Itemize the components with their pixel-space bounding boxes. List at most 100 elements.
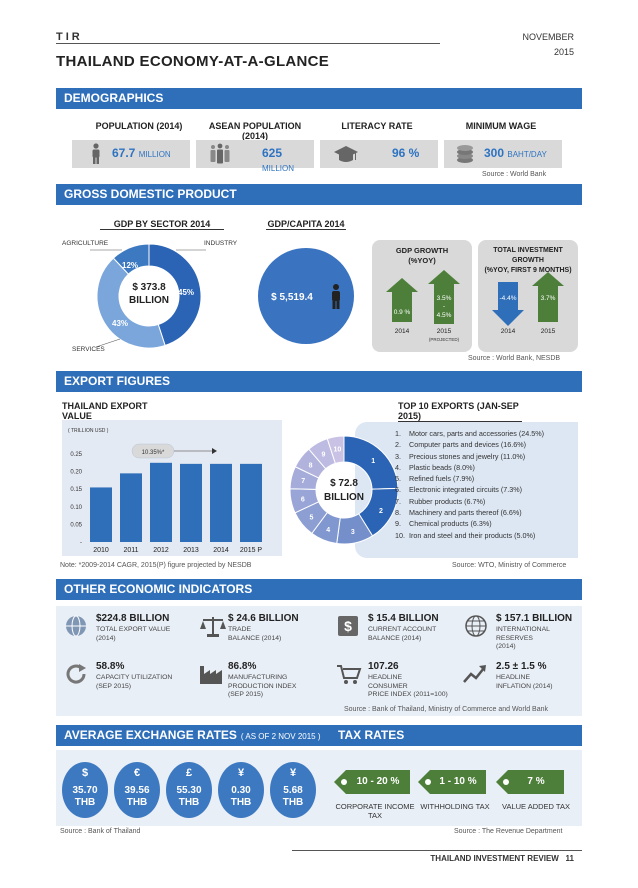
group-icon — [210, 143, 230, 164]
cagr-label: 10.35%* — [142, 450, 165, 456]
gdp-center-value: $ 373.8 — [132, 282, 166, 293]
top-export-label: Computer parts and devices (16.6%) — [409, 440, 527, 450]
demographics-heading-bar: DEMOGRAPHICS — [56, 88, 582, 109]
gdp-2015-up-arrow — [428, 270, 460, 324]
investment-2014-value: -4.4% — [500, 295, 517, 302]
indicator-capacity: 58.8% CAPACITY UTILIZATION (SEP 2015) — [96, 661, 192, 691]
indicator-desc: TOTAL EXPORT VALUE — [96, 626, 171, 633]
currency-unit: THB — [178, 797, 200, 808]
investment-growth-arrows: -4.4% 3.7% 2014 2015 — [492, 272, 564, 335]
indicator-desc: (SEP 2015) — [228, 691, 264, 698]
export-slice-label: 2 — [379, 508, 383, 515]
top-export-rank: 2. — [395, 440, 401, 450]
indicator-desc: INFLATION (2014) — [496, 682, 553, 690]
gdp-2014-value: 0.9 % — [394, 309, 411, 316]
indicator-cpi: 107.26 HEADLINE CONSUMER PRICE INDEX (2011… — [368, 661, 468, 700]
tax-rate: 7 % — [527, 776, 545, 787]
x-tick-label: 2014 — [213, 547, 229, 554]
investment-2015-up-arrow — [532, 272, 564, 322]
y-tick-label: 0.10 — [70, 505, 82, 511]
indicator-value: 86.8% — [228, 661, 257, 672]
investment-year-2014: 2014 — [501, 328, 516, 335]
page-title: THAILAND ECONOMY-AT-A-GLANCE — [56, 53, 330, 70]
currency-unit: THB — [74, 797, 96, 808]
cagr-arrow-head — [212, 448, 217, 454]
export-bar-2014 — [210, 463, 232, 542]
export-source: Source: WTO, Ministry of Commerce — [452, 562, 567, 569]
coin-gbp: £55.30 THB — [166, 762, 212, 818]
top-exports-center-unit: BILLION — [324, 492, 364, 503]
indicator-desc: BALANCE (2014) — [228, 634, 282, 642]
indicator-reserves: $ 157.1 BILLION INTERNATIONAL RESERVES (20… — [496, 613, 580, 652]
asean-population-value: 625 — [262, 146, 283, 160]
gdp-source: Source : World Bank, NESDB — [468, 355, 561, 362]
export-slice-label: 7 — [301, 478, 305, 485]
top-export-item: 9. Chemical products (6.3%) — [395, 518, 544, 529]
export-note: Note: *2009-2014 CAGR, 2015(P) figure pr… — [60, 562, 252, 569]
issue-year: 2015 — [553, 47, 574, 57]
gdp-2014-up-arrow — [386, 278, 418, 322]
label-industry: INDUSTRY — [204, 240, 238, 247]
top-export-item: 5. Refined fuels (7.9%) — [395, 473, 544, 484]
indicator-desc: HEADLINE — [496, 674, 530, 681]
top-exports-title: TOP 10 EXPORTS (JAN-SEP 2015) — [398, 401, 522, 422]
gdp-heading-bar: GROSS DOMESTIC PRODUCT — [56, 184, 582, 205]
top-export-rank: 4. — [395, 462, 401, 472]
indicator-value: $ 15.4 BILLION — [368, 613, 439, 624]
label-agriculture: AGRICULTURE — [62, 240, 109, 247]
currency-rate: 5.68 — [283, 785, 303, 796]
gdp-capita-title: GDP/CAPITA 2014 — [266, 219, 346, 230]
gdp-growth-subtitle: (%YOY) — [408, 256, 436, 265]
minimum-wage-caption: MINIMUM WAGE — [465, 121, 537, 131]
slice-label-services: 43% — [112, 319, 128, 328]
gdp-growth-title: GDP GROWTH — [395, 246, 449, 255]
trend-up-icon — [463, 665, 486, 683]
tax-tag-withholding: 1 - 10 % — [418, 770, 486, 794]
top-export-label: Refined fuels (7.9%) — [409, 474, 475, 484]
top-export-label: Rubber products (6.7%) — [409, 496, 486, 506]
minimum-wage-unit: BAHT/DAY — [507, 150, 547, 159]
indicator-desc: (2014) — [496, 643, 516, 650]
gdp-center-unit: BILLION — [129, 295, 169, 306]
top-exports-list: 1. Motor cars, parts and accessories (24.… — [395, 428, 544, 541]
export-slice-label: 9 — [321, 451, 325, 458]
export-bar-2011 — [120, 473, 142, 542]
top-export-item: 10. Iron and steel and their products (5.… — [395, 530, 544, 541]
asean-population-caption: ASEAN POPULATION (2014) — [208, 121, 302, 141]
globe-icon — [66, 615, 86, 637]
gdp-sector-slices — [96, 243, 202, 349]
export-bar-2015p — [240, 463, 262, 542]
export-slice-label: 6 — [301, 497, 305, 504]
indicator-value: $ 24.6 BILLION — [228, 613, 299, 624]
coins-icon — [457, 145, 473, 163]
export-slice-label: 5 — [309, 515, 313, 522]
top-export-label: Iron and steel and their products (5.0%) — [409, 530, 536, 540]
slice-services — [96, 257, 166, 349]
asean-population-box: 625 MILLION — [196, 140, 314, 173]
gdp-sector-donut: 45% 43% 12% $ 373.8 BILLION AGRICULTURE … — [62, 240, 238, 353]
top-export-rank: 5. — [395, 474, 401, 484]
dollar-icon: $ — [338, 616, 358, 636]
tax-label-corporate: CORPORATE INCOME TAX — [335, 802, 415, 820]
indicator-value: 2.5 ± 1.5 % — [496, 661, 547, 672]
indicator-manufacturing: 86.8% MANUFACTURING PRODUCTION INDEX (SEP … — [228, 661, 324, 700]
slice-label-industry: 45% — [178, 288, 194, 297]
gdp-capita-value: $ 5,519.4 — [271, 292, 313, 303]
top-export-item: 4. Plastic beads (8.0%) — [395, 462, 544, 473]
footer: THAILAND INVESTMENT REVIEW 11 — [430, 854, 574, 863]
export-slice-label: 8 — [309, 462, 313, 469]
indicator-desc: BALANCE (2014) — [368, 634, 422, 642]
top-export-item: 7. Rubber products (6.7%) — [395, 496, 544, 507]
footer-title: THAILAND INVESTMENT REVIEW — [430, 854, 559, 863]
currency-unit: THB — [230, 797, 252, 808]
top-export-label: Chemical products (6.3%) — [409, 519, 492, 529]
x-tick-label: 2012 — [153, 547, 169, 554]
top-export-rank: 1. — [395, 429, 401, 438]
coin-usd: $35.70 THB — [62, 762, 108, 818]
logo: TIR — [56, 31, 83, 43]
gdp-projected-note: (PROJECTED) — [429, 337, 460, 342]
tax-label-withholding: WITHHOLDING TAX — [420, 802, 490, 811]
footer-rule — [292, 850, 582, 851]
top-export-item: 3. Precious stones and jewelry (11.0%) — [395, 451, 544, 462]
top-export-item: 1. Motor cars, parts and accessories (24.… — [395, 428, 544, 439]
